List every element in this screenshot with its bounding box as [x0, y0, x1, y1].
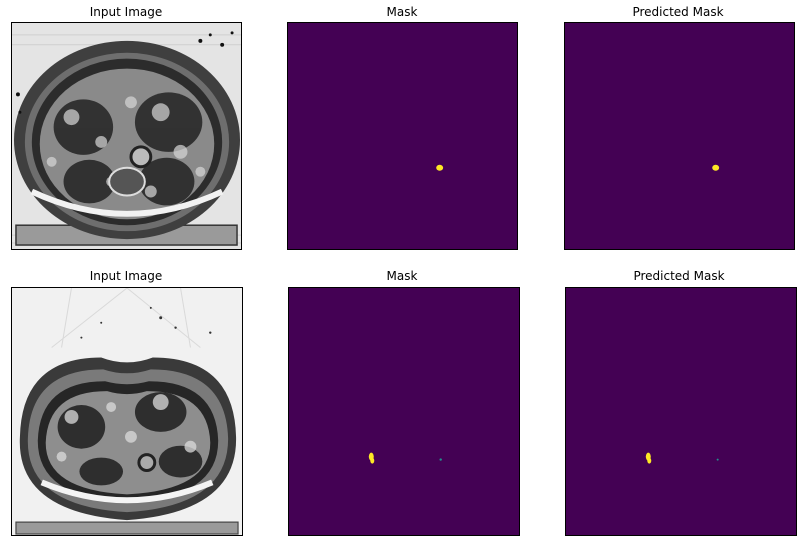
row2-mask-title: Mask: [386, 269, 418, 283]
row1-mask-title: Mask: [386, 5, 418, 19]
row1-pred-title: Predicted Mask: [632, 5, 724, 19]
mask-region: [436, 164, 444, 171]
row1-input-image: [11, 22, 242, 250]
row2-mask-image: [288, 287, 520, 536]
row2-input-image: [11, 287, 243, 536]
row1-pred-image: [564, 22, 795, 250]
predicted-region-b: [647, 457, 652, 464]
row2-pred-image: [565, 287, 797, 536]
ct-scan-1: [12, 23, 241, 249]
row1-mask-image: [287, 22, 518, 250]
mask-region-c: [439, 458, 442, 461]
ct-scan-2: [12, 288, 242, 535]
row2-pred-title: Predicted Mask: [633, 269, 725, 283]
mask-region-b: [370, 457, 375, 464]
row1-input-title: Input Image: [89, 5, 163, 19]
predicted-region-c: [716, 458, 719, 461]
row2-input-title: Input Image: [89, 269, 163, 283]
predicted-region: [712, 164, 720, 171]
